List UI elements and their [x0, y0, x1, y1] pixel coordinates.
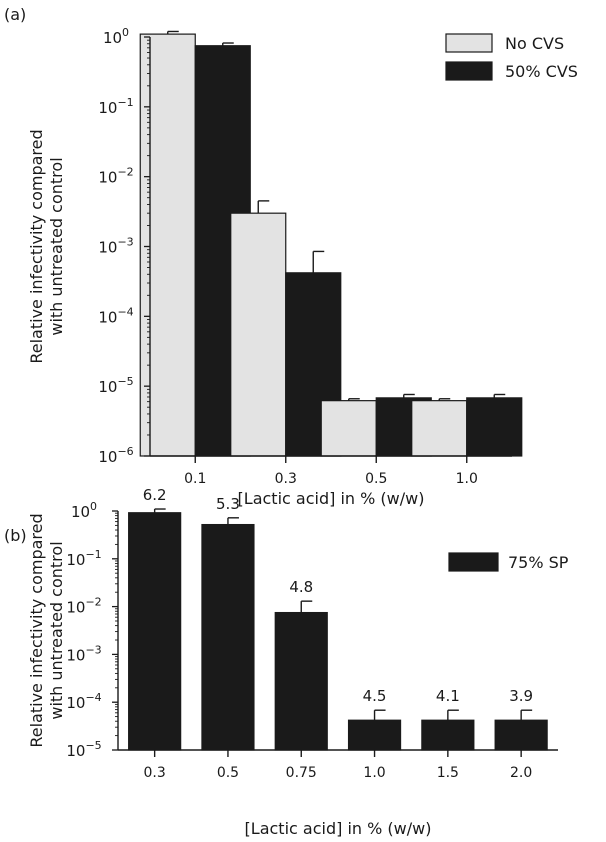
- bar: [411, 400, 468, 457]
- legend-label: 50% CVS: [505, 62, 578, 81]
- legend-swatch: [445, 33, 493, 53]
- y-tick-exponent: 0: [122, 26, 129, 39]
- x-tick-label: 0.5: [365, 471, 387, 487]
- y-tick-base: 10: [103, 29, 122, 47]
- x-axis-label: [Lactic acid] in % (w/w): [238, 489, 425, 508]
- y-tick-base: 10: [98, 378, 117, 396]
- y-tick-label: 10−3: [66, 643, 101, 664]
- y-axis-label-line-2: with untreated control: [47, 157, 66, 335]
- panel-label: (a): [4, 5, 26, 24]
- x-tick-label: 1.5: [437, 765, 459, 781]
- legend-swatch: [445, 61, 493, 81]
- y-tick-exponent: −5: [117, 375, 133, 388]
- bar: [320, 400, 377, 457]
- y-tick-label: 10−1: [98, 96, 133, 117]
- y-tick-base: 10: [66, 694, 85, 712]
- y-tick-base: 10: [98, 239, 117, 257]
- y-axis-label-line-2: with untreated control: [47, 541, 66, 719]
- y-tick-base: 10: [66, 646, 85, 664]
- x-tick-label: 2.0: [510, 765, 532, 781]
- y-tick-base: 10: [66, 551, 85, 569]
- bar: [421, 719, 475, 751]
- y-tick-label: 10−5: [98, 375, 133, 396]
- bar: [347, 719, 402, 751]
- x-tick-label: 0.75: [286, 765, 317, 781]
- y-tick-base: 10: [66, 599, 85, 617]
- x-tick-label: 1.0: [456, 471, 478, 487]
- bar: [494, 719, 548, 751]
- y-tick-base: 10: [98, 169, 117, 187]
- y-tick-exponent: −1: [117, 96, 133, 109]
- x-tick-label: 0.3: [275, 471, 297, 487]
- y-tick-exponent: −4: [85, 691, 101, 704]
- x-tick-label: 0.1: [184, 471, 206, 487]
- x-tick-label: 1.0: [363, 765, 385, 781]
- y-tick-base: 10: [98, 308, 117, 326]
- panel-b: (b) 6.2 0.3 5.3 0.5 4.8 0.75 4.5 1.0 4.1 1.5 3.9 2.0…: [4, 486, 569, 838]
- legend-swatch: [448, 552, 499, 572]
- y-tick-label: 10−1: [66, 548, 101, 569]
- y-tick-exponent: −4: [117, 305, 133, 318]
- bar: [201, 523, 255, 751]
- y-tick-label: 100: [71, 500, 97, 521]
- y-tick-exponent: −2: [85, 596, 101, 609]
- y-axis-label-line-1: Relative infectivity compared: [27, 513, 46, 747]
- y-tick-label: 10−3: [98, 236, 133, 257]
- y-tick-exponent: −3: [85, 643, 101, 656]
- data-label: 4.5: [363, 687, 387, 705]
- y-tick-exponent: −2: [117, 166, 133, 179]
- y-tick-label: 10−5: [66, 739, 101, 760]
- y-tick-label: 10−4: [98, 305, 133, 326]
- bar: [230, 212, 287, 457]
- y-tick-label: 10−2: [66, 596, 101, 617]
- bar: [466, 397, 523, 457]
- x-tick-label: 0.5: [217, 765, 239, 781]
- y-tick-exponent: −5: [85, 739, 101, 752]
- y-tick-base: 10: [98, 99, 117, 117]
- panel-label: (b): [4, 526, 27, 545]
- y-tick-label: 100: [103, 26, 129, 47]
- data-label: 4.1: [436, 687, 460, 705]
- panel-a: (a)0.1 0.3 0.5 1.010010−110−210−310−410−510…: [4, 5, 578, 508]
- data-label: 4.8: [289, 578, 313, 596]
- y-tick-exponent: −1: [85, 548, 101, 561]
- bar: [274, 611, 328, 751]
- y-tick-exponent: 0: [90, 500, 97, 513]
- y-tick-exponent: −3: [117, 236, 133, 249]
- legend-label: No CVS: [505, 34, 564, 53]
- x-axis-label: [Lactic acid] in % (w/w): [245, 819, 432, 838]
- y-tick-exponent: −6: [117, 445, 133, 458]
- y-tick-label: 10−2: [98, 166, 133, 187]
- data-label: 3.9: [509, 687, 533, 705]
- data-label: 5.3: [216, 495, 240, 513]
- y-tick-base: 10: [66, 742, 85, 760]
- y-tick-base: 10: [71, 503, 90, 521]
- y-tick-label: 10−6: [98, 445, 133, 466]
- legend-label: 75% SP: [508, 553, 569, 572]
- y-tick-label: 10−4: [66, 691, 101, 712]
- data-label: 6.2: [143, 486, 167, 504]
- y-axis-label-line-1: Relative infectivity compared: [27, 129, 46, 363]
- y-tick-base: 10: [98, 448, 117, 466]
- x-tick-label: 0.3: [144, 765, 166, 781]
- bar: [128, 512, 182, 751]
